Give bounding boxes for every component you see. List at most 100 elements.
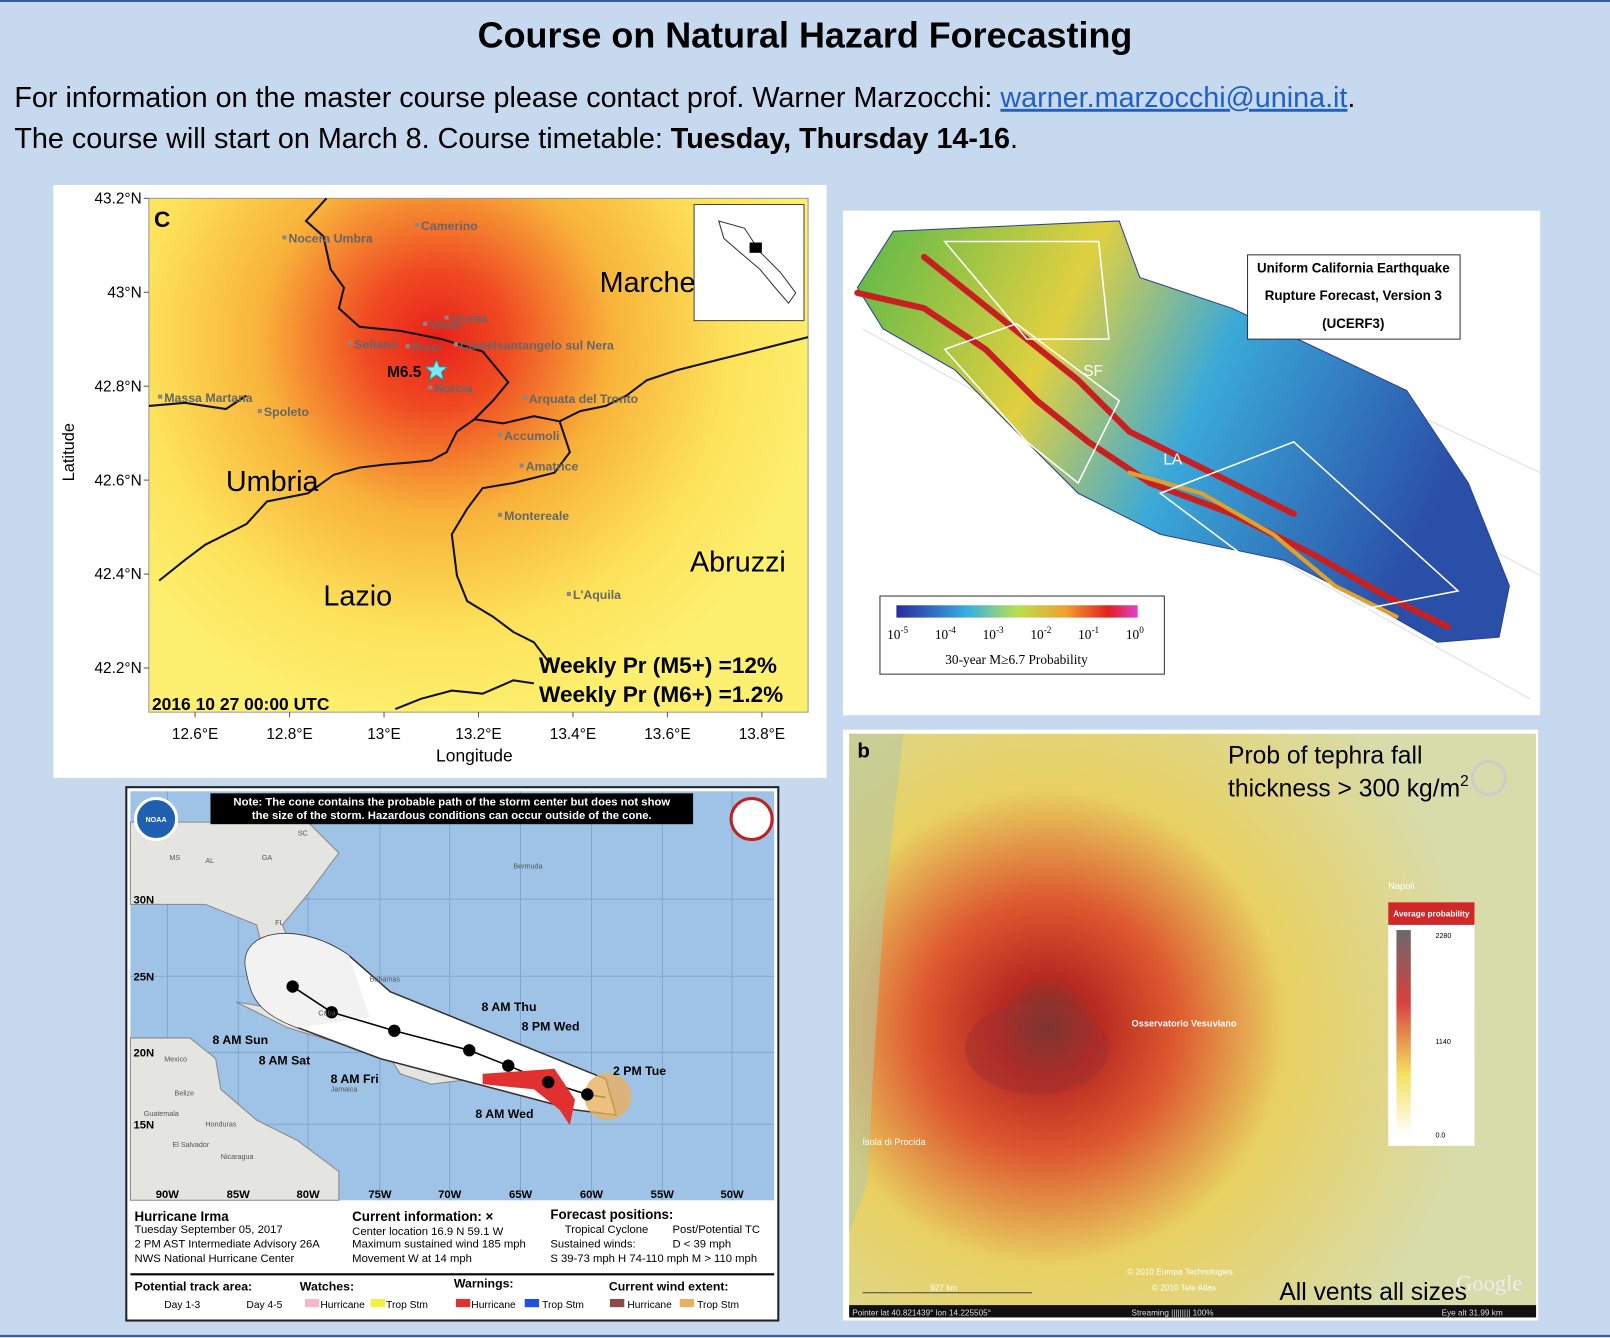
email-link[interactable]: warner.marzocchi@unina.it bbox=[999, 82, 1347, 114]
town-label: Montereale bbox=[504, 509, 569, 523]
x-tick-label: 13.4°E bbox=[550, 726, 596, 743]
labels: C 43.2°N 43°N 42.8°N 42.6°N 42.4°N 42.2°N 12.6°… bbox=[60, 190, 1522, 1317]
colorbar-label: 30-year M≥6.7 Probability bbox=[945, 652, 1088, 667]
timetable-end: . bbox=[1010, 123, 1018, 155]
swatch bbox=[455, 1298, 471, 1308]
place-label: FL bbox=[275, 918, 283, 927]
caption: thickness > 300 kg/m2 bbox=[1228, 773, 1469, 802]
logo-text: NOAA bbox=[145, 815, 166, 824]
region-label: Marche bbox=[600, 267, 696, 299]
day4-5-area bbox=[245, 933, 370, 1028]
lon-label: 80W bbox=[296, 1189, 320, 1201]
hurricane-map bbox=[125, 786, 780, 1322]
town-marker bbox=[428, 385, 433, 390]
note-box bbox=[210, 793, 694, 825]
y-tick-label: 43°N bbox=[107, 284, 141, 301]
place-label: SC bbox=[298, 828, 308, 837]
x-tick-label: 13.6°E bbox=[644, 726, 690, 743]
forecast-points bbox=[286, 980, 594, 1101]
title-line: Uniform California Earthquake bbox=[1257, 260, 1450, 275]
status-text: Streaming ||||||||| 100% bbox=[1132, 1308, 1214, 1317]
epicenter bbox=[423, 358, 450, 382]
inset-map bbox=[693, 203, 805, 322]
city-label: LA bbox=[1163, 451, 1183, 468]
swatch bbox=[304, 1298, 320, 1308]
info-end: . bbox=[1347, 82, 1355, 114]
lon-label: 55W bbox=[651, 1189, 675, 1201]
region-label: Lazio bbox=[323, 580, 392, 612]
town-marker bbox=[257, 409, 262, 414]
credit: © 2010 Tele Atlas bbox=[1152, 1284, 1216, 1293]
tick-exponent: -2 bbox=[1044, 625, 1052, 635]
title-box bbox=[1247, 254, 1461, 340]
forecast-info: Sustained winds: bbox=[550, 1239, 635, 1251]
legend-label: Trop Stm bbox=[386, 1300, 428, 1311]
credit: © 2010 Europa Technologies bbox=[1127, 1267, 1232, 1276]
forecast-info: Post/Potential TC bbox=[673, 1224, 761, 1236]
town-label: Preci bbox=[412, 340, 442, 354]
town-marker bbox=[522, 395, 527, 400]
x-tick-label: 13.2°E bbox=[455, 726, 501, 743]
colorbar-tick: 10-4 bbox=[935, 625, 956, 642]
note-line: Note: The cone contains the probable pat… bbox=[233, 797, 670, 809]
region-label: Umbria bbox=[226, 466, 319, 498]
caption: All vents all sizes bbox=[1279, 1279, 1467, 1306]
storm-info: Tuesday September 05, 2017 bbox=[135, 1224, 283, 1236]
town-marker bbox=[497, 432, 503, 437]
lon-label: 85W bbox=[227, 1189, 251, 1201]
legend-label: Warnings: bbox=[454, 1277, 514, 1291]
town-label: Accumoli bbox=[504, 429, 559, 443]
swatch bbox=[524, 1298, 540, 1308]
legend-header bbox=[1388, 902, 1475, 925]
lat-label: 15N bbox=[133, 1119, 154, 1131]
place-label: Bahamas bbox=[370, 974, 401, 983]
colorbar-tick: 10-5 bbox=[887, 625, 908, 642]
lon-label: 65W bbox=[509, 1189, 533, 1201]
legend-label: Trop Stm bbox=[697, 1300, 739, 1311]
place-label: Bermuda bbox=[513, 861, 542, 870]
tick-exponent: -3 bbox=[996, 625, 1004, 635]
storm-info: NWS National Hurricane Center bbox=[135, 1253, 295, 1265]
california-map bbox=[842, 210, 1541, 716]
forecast-info: D < 39 mph bbox=[673, 1239, 732, 1251]
credit: Google bbox=[1456, 1271, 1522, 1296]
tephra-map bbox=[842, 729, 1539, 1321]
town-label: Castelsantangelo sul Nera bbox=[460, 338, 614, 352]
town-label: Norcia bbox=[434, 382, 472, 396]
swatch bbox=[609, 1298, 625, 1308]
status-bar bbox=[849, 1305, 1537, 1318]
x-axis-label: Longitude bbox=[436, 745, 513, 765]
boundaries bbox=[148, 197, 809, 711]
y-tick-label: 42.6°N bbox=[94, 472, 141, 489]
current-info: Current information: × bbox=[352, 1209, 493, 1224]
town-label: Spoleto bbox=[264, 405, 310, 419]
place-label: Cuba bbox=[318, 1008, 335, 1017]
swatch bbox=[679, 1298, 695, 1308]
x-tick-label: 13.8°E bbox=[739, 726, 785, 743]
tick-exponent: -5 bbox=[900, 625, 908, 635]
lon-label: 60W bbox=[580, 1189, 604, 1201]
town-marker bbox=[414, 223, 419, 228]
swatch bbox=[370, 1298, 386, 1308]
title-line: Rupture Forecast, Version 3 bbox=[1265, 288, 1442, 303]
colorbar-tick: 10-2 bbox=[1030, 625, 1051, 642]
lat-label: 20N bbox=[133, 1047, 154, 1059]
place-label: Honduras bbox=[205, 1119, 237, 1128]
lon-label: 70W bbox=[438, 1189, 462, 1201]
x-tick-label: 13°E bbox=[367, 726, 401, 743]
storm-info: Hurricane Irma bbox=[135, 1209, 230, 1224]
town-label: Visso bbox=[429, 318, 462, 332]
town-marker bbox=[453, 342, 458, 347]
town-marker bbox=[519, 463, 524, 468]
coast-west bbox=[849, 733, 904, 1234]
italy-map bbox=[53, 184, 827, 778]
town-label: Amatrice bbox=[526, 460, 579, 474]
regions bbox=[942, 240, 1460, 618]
forecast-label: 2 PM Tue bbox=[613, 1064, 666, 1078]
title-line: (UCERF3) bbox=[1322, 316, 1384, 331]
timetable-text: The course will start on March 8. Course… bbox=[14, 123, 670, 155]
town-label: Arquata del Tronto bbox=[529, 392, 639, 406]
colorbar-tick: 10-3 bbox=[983, 625, 1004, 642]
forecast-info: Forecast positions: bbox=[550, 1207, 673, 1222]
